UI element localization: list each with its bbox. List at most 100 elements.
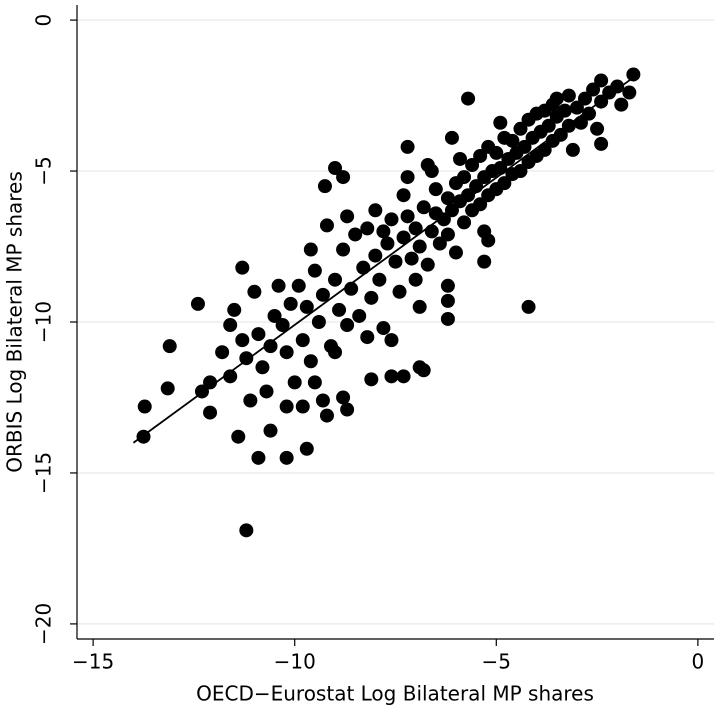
point: [594, 73, 609, 88]
point: [392, 284, 407, 299]
point: [336, 242, 351, 257]
point: [275, 318, 290, 333]
point: [340, 402, 355, 417]
point: [368, 248, 383, 263]
point: [271, 278, 286, 293]
point: [307, 263, 322, 278]
point: [279, 450, 294, 465]
x-tick-label: −15: [72, 650, 114, 674]
point: [440, 227, 455, 242]
point: [356, 260, 371, 275]
point: [235, 333, 250, 348]
y-tick-label: −15: [32, 452, 56, 494]
point: [336, 170, 351, 185]
point: [582, 106, 597, 121]
point: [561, 88, 576, 103]
point: [352, 308, 367, 323]
point: [610, 79, 625, 94]
point: [513, 164, 528, 179]
point: [328, 345, 343, 360]
point: [307, 375, 322, 390]
point: [332, 302, 347, 317]
point: [440, 191, 455, 206]
point: [586, 82, 601, 97]
point: [267, 308, 282, 323]
point: [457, 215, 472, 230]
point: [340, 318, 355, 333]
point: [400, 139, 415, 154]
point: [497, 176, 512, 191]
point: [247, 284, 262, 299]
point: [416, 363, 431, 378]
point: [477, 224, 492, 239]
point: [461, 188, 476, 203]
point: [243, 393, 258, 408]
point: [299, 441, 314, 456]
point: [594, 136, 609, 151]
point: [315, 393, 330, 408]
point: [303, 242, 318, 257]
point: [251, 327, 266, 342]
point: [315, 287, 330, 302]
point: [295, 333, 310, 348]
point: [590, 121, 605, 136]
point: [227, 302, 242, 317]
point: [287, 375, 302, 390]
point: [408, 272, 423, 287]
point: [517, 139, 532, 154]
x-tick-label: 0: [692, 650, 705, 674]
point: [448, 245, 463, 260]
point: [396, 188, 411, 203]
point: [137, 399, 152, 414]
point: [473, 148, 488, 163]
point: [384, 333, 399, 348]
point: [432, 236, 447, 251]
point: [255, 360, 270, 375]
point: [203, 405, 218, 420]
point: [291, 278, 306, 293]
point: [328, 161, 343, 176]
point: [223, 369, 238, 384]
point: [364, 372, 379, 387]
y-tick-label: −20: [32, 603, 56, 645]
point: [215, 345, 230, 360]
point: [440, 311, 455, 326]
point: [477, 254, 492, 269]
point: [493, 115, 508, 130]
point: [231, 429, 246, 444]
point: [424, 224, 439, 239]
point: [521, 299, 536, 314]
point: [279, 399, 294, 414]
point: [408, 221, 423, 236]
point: [541, 118, 556, 133]
point: [412, 299, 427, 314]
point: [577, 91, 592, 106]
point: [388, 254, 403, 269]
point: [396, 369, 411, 384]
point: [505, 133, 520, 148]
point: [263, 423, 278, 438]
y-axis-title: ORBIS Log Bilateral MP shares: [3, 171, 27, 473]
y-tick-label: 0: [32, 14, 56, 27]
point: [614, 97, 629, 112]
point: [251, 450, 266, 465]
point: [465, 158, 480, 173]
point: [626, 67, 641, 82]
point: [319, 408, 334, 423]
x-tick-label: −5: [482, 650, 511, 674]
point: [436, 212, 451, 227]
point: [424, 164, 439, 179]
y-tick-label: −10: [32, 301, 56, 343]
point: [328, 272, 343, 287]
point: [553, 127, 568, 142]
point: [368, 203, 383, 218]
point: [319, 218, 334, 233]
x-axis-title: OECD−Eurostat Log Bilateral MP shares: [196, 682, 594, 706]
point: [283, 296, 298, 311]
point: [444, 130, 459, 145]
point: [364, 290, 379, 305]
point: [203, 375, 218, 390]
point: [317, 179, 332, 194]
point: [360, 221, 375, 236]
